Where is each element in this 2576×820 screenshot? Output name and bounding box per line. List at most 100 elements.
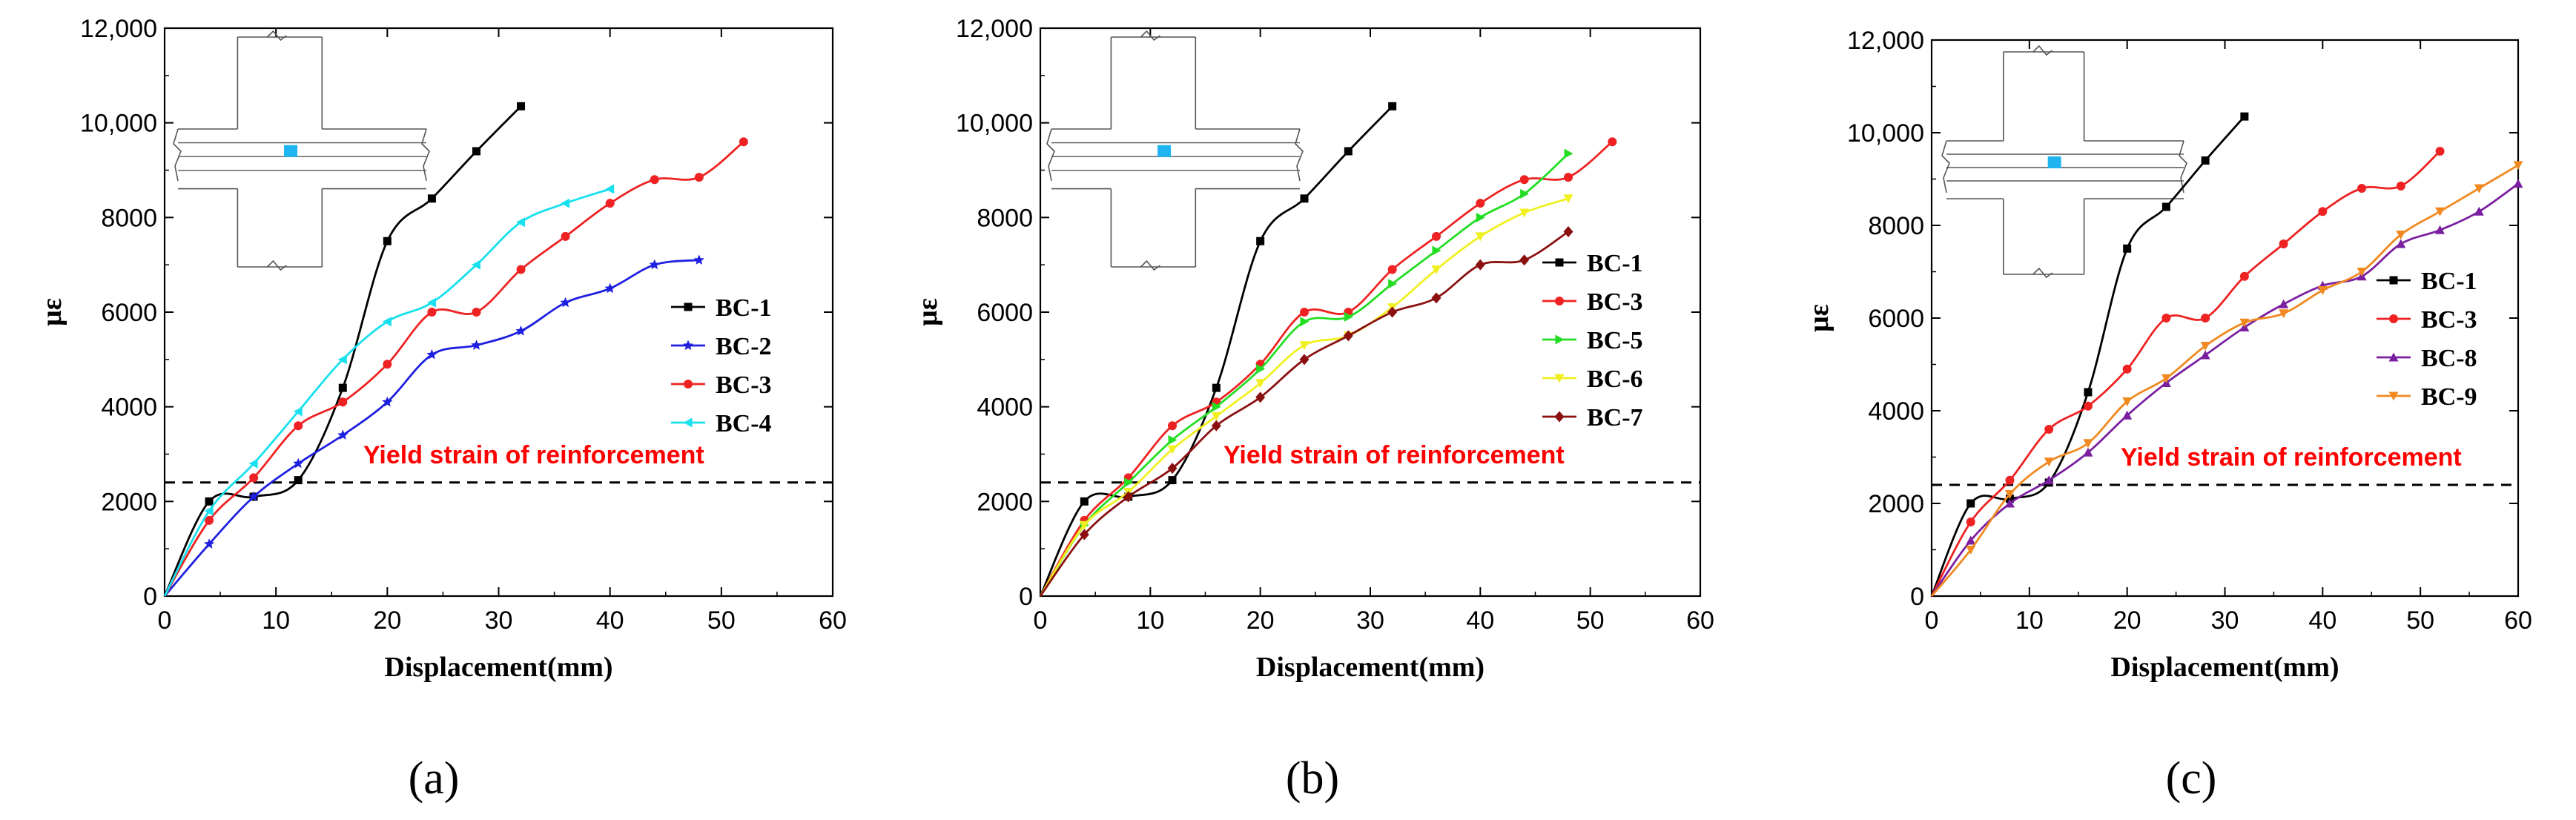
data-point (1168, 476, 1177, 485)
series-line (1039, 197, 1569, 597)
x-tick-label: 10 (262, 606, 290, 635)
data-point (1167, 463, 1178, 475)
x-tick-label: 50 (707, 606, 736, 635)
series-line (1930, 182, 2519, 597)
data-point (1388, 102, 1397, 110)
data-point (2279, 239, 2288, 248)
data-point (2004, 498, 2015, 508)
data-point (2005, 475, 2015, 485)
data-point (205, 497, 214, 506)
legend-label: BC-7 (1587, 404, 1643, 432)
data-point (604, 282, 615, 294)
series-bc-4 (163, 184, 615, 597)
data-point (1300, 308, 1309, 317)
data-point (1167, 445, 1178, 454)
series-line (163, 188, 611, 597)
data-point (382, 396, 393, 407)
y-tick-label: 0 (1910, 583, 1924, 611)
legend-label: BC-4 (716, 410, 772, 437)
legend-marker (2389, 314, 2398, 323)
x-tick-label: 20 (2113, 606, 2141, 635)
data-point (2474, 184, 2484, 194)
chart-panel-3: 0 10 20 30 40 50 60 0 2000 4000 6000 8000 10,000 12,0… (1803, 27, 2532, 804)
data-point (2318, 207, 2328, 216)
data-point (248, 458, 258, 469)
data-point (294, 421, 303, 431)
data-point (1520, 188, 1530, 199)
data-point (2084, 388, 2093, 397)
break-lines (1046, 30, 1304, 271)
data-point (2513, 179, 2523, 188)
data-point (1124, 477, 1134, 488)
x-axis-title: Displacement(mm) (1256, 652, 1484, 683)
data-point (2201, 314, 2210, 323)
joint-inset-diagram (1941, 44, 2187, 279)
data-point (1079, 520, 1089, 530)
legend-marker (684, 302, 693, 311)
data-point (2435, 147, 2445, 156)
data-point (2396, 181, 2405, 191)
data-point (1080, 497, 1089, 506)
legend-entry-bc-1: BC-1 (671, 294, 772, 322)
data-point (205, 515, 214, 525)
break-lines (173, 30, 430, 271)
series-line (163, 105, 522, 597)
series-bc-9 (1930, 161, 2523, 597)
data-point (649, 259, 660, 270)
x-tick-label: 20 (1246, 606, 1275, 635)
data-point (383, 237, 392, 245)
data-point (2123, 244, 2132, 253)
data-point (2357, 268, 2367, 277)
data-point (1476, 199, 1485, 208)
series-bc-3 (1039, 137, 1617, 597)
x-axis-title: Displacement(mm) (2110, 652, 2339, 683)
legend-label: BC-3 (716, 371, 772, 399)
x-tick-label: 0 (1034, 606, 1048, 635)
data-point (2396, 239, 2406, 248)
x-tick-label: 40 (596, 606, 624, 635)
data-point (1431, 265, 1441, 275)
data-point (1344, 147, 1353, 156)
data-point (1475, 259, 1485, 271)
data-point (2201, 156, 2210, 165)
legend-marker (684, 380, 693, 388)
y-axis-title: με (1803, 304, 1834, 332)
data-point (2161, 374, 2171, 383)
data-point (382, 317, 392, 327)
legend-marker (682, 340, 694, 351)
y-tick-label: 4000 (101, 394, 157, 422)
data-point (1256, 364, 1266, 374)
chart-panel-2: 0 10 20 30 40 50 60 0 2000 4000 6000 8000 10,000 12,0… (912, 15, 1714, 804)
data-point (1300, 317, 1310, 327)
y-tick-label: 6000 (101, 299, 157, 327)
data-point (426, 348, 437, 360)
break-lines (1941, 44, 2187, 279)
x-axis-title: Displacement(mm) (384, 652, 612, 683)
data-point (517, 102, 526, 110)
data-point (516, 265, 526, 274)
series-line (1930, 164, 2519, 597)
data-point (516, 217, 526, 228)
legend-label: BC-2 (716, 333, 772, 360)
x-tick-label: 50 (2406, 606, 2434, 635)
legend-label: BC-9 (2421, 383, 2477, 411)
series-bc-3 (163, 137, 748, 597)
series-line (1039, 105, 1393, 597)
x-tick-label: 60 (2504, 606, 2532, 635)
joint-outline (1946, 51, 2184, 275)
series-bc-3 (1930, 147, 2445, 597)
legend-marker (683, 417, 693, 428)
data-point (1299, 354, 1310, 366)
data-point (1343, 330, 1353, 342)
data-point (2083, 447, 2093, 457)
data-point (1079, 529, 1089, 540)
data-point (1211, 411, 1221, 421)
y-tick-label: 8000 (101, 204, 157, 232)
data-point (739, 137, 748, 147)
data-point (561, 231, 570, 241)
joint-outline (1051, 36, 1300, 268)
data-point (2396, 231, 2406, 239)
x-tick-label: 50 (1576, 606, 1605, 635)
legend-marker (2388, 352, 2399, 362)
